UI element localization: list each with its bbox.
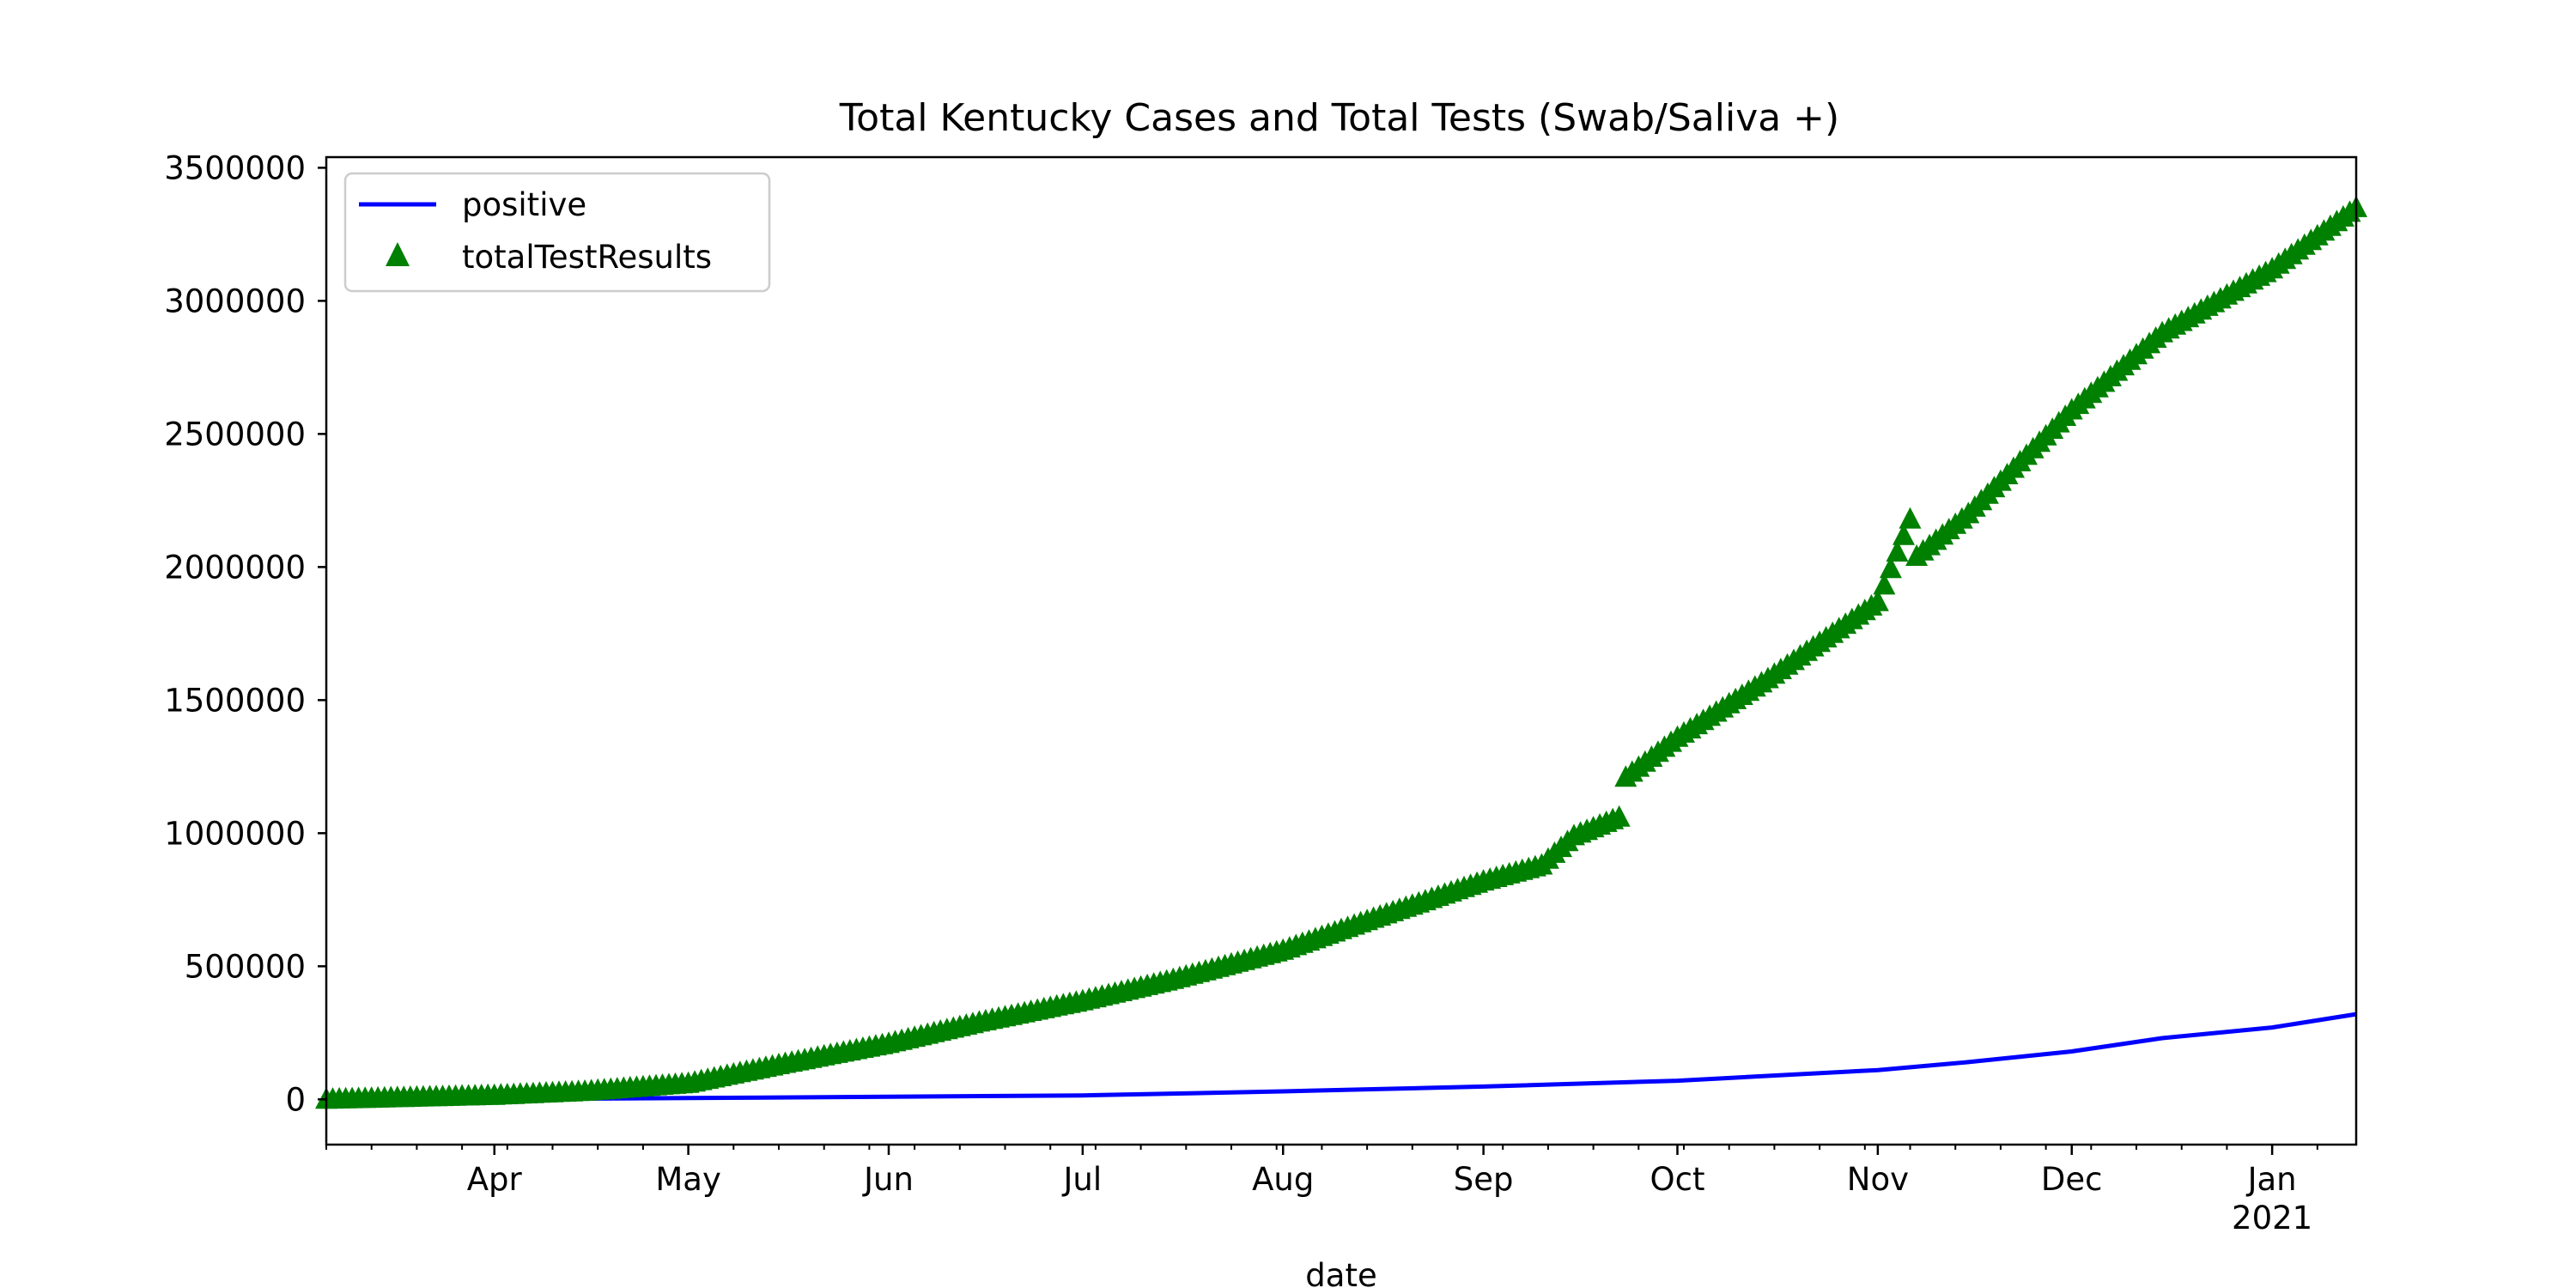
- x-tick-label: Jan: [2246, 1161, 2297, 1198]
- data-point-totalTestResults: [1607, 805, 1631, 827]
- y-tick-label: 2000000: [164, 549, 306, 586]
- y-tick-label: 3000000: [164, 283, 306, 319]
- data-point-totalTestResults: [1893, 523, 1915, 545]
- axes-layer: 0 500000 1000000 1500000 2000000 2500000 30000…: [164, 149, 2318, 1236]
- x-tick-label: Jul: [1062, 1161, 1103, 1198]
- legend-swatch-totalTestResults: [386, 242, 410, 266]
- plot-frame: [325, 155, 2358, 1146]
- data-point-totalTestResults: [1873, 573, 1896, 595]
- x-tick-label: Apr: [467, 1161, 523, 1198]
- y-tick-label: 1500000: [164, 682, 306, 719]
- data-point-totalTestResults: [1886, 540, 1909, 562]
- data-point-totalTestResults: [1879, 556, 1902, 579]
- legend-box: [343, 172, 771, 293]
- y-tick-label: 1000000: [164, 815, 306, 852]
- series-line-positive: [325, 1012, 2357, 1102]
- x-tick-label: Nov: [1847, 1161, 1909, 1198]
- x-tick-year-label: 2021: [2232, 1200, 2312, 1236]
- x-tick-label: May: [655, 1161, 721, 1198]
- x-tick-label: Jun: [862, 1161, 914, 1198]
- x-tick-label: Dec: [2041, 1161, 2103, 1198]
- y-tick-label: 2500000: [164, 416, 306, 453]
- x-tick-label: Sep: [1454, 1161, 1514, 1198]
- data-point-totalTestResults: [1899, 507, 1922, 529]
- x-tick-label: Oct: [1649, 1161, 1704, 1198]
- y-tick-label: 500000: [185, 948, 306, 985]
- y-tick-label: 0: [285, 1081, 306, 1118]
- data-point-totalTestResults: [1866, 589, 1889, 611]
- series-layer: [315, 195, 2367, 1109]
- chart-title: Total Kentucky Cases and Total Tests (Sw…: [839, 96, 1839, 140]
- x-tick-label: Aug: [1252, 1161, 1314, 1198]
- legend: positive totalTestResults: [343, 172, 771, 293]
- legend-label-positive: positive: [462, 186, 586, 223]
- x-axis-label: date: [1305, 1257, 1376, 1288]
- legend-label-totalTestResults: totalTestResults: [462, 239, 712, 276]
- y-tick-label: 3500000: [164, 149, 306, 186]
